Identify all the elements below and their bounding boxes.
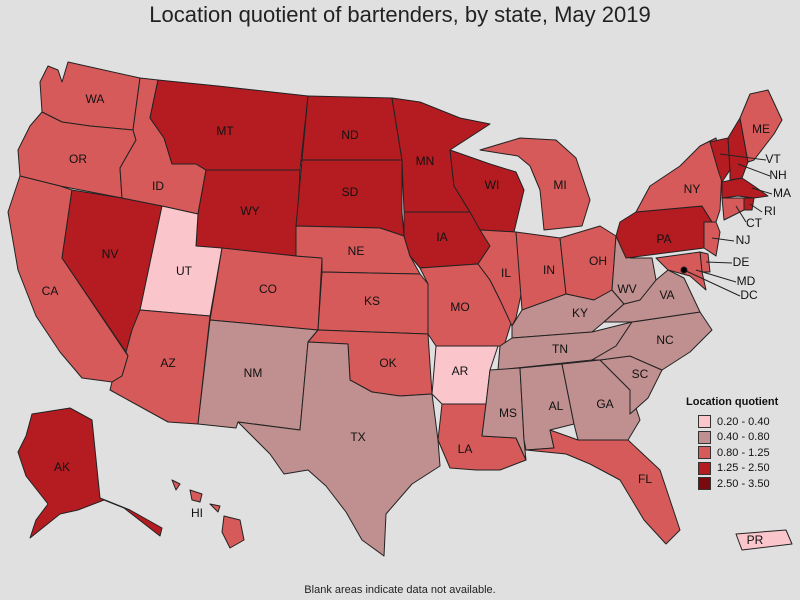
state-mt bbox=[149, 79, 309, 171]
state-label-ri: RI bbox=[764, 204, 776, 218]
map-title: Location quotient of bartenders, by stat… bbox=[149, 2, 651, 27]
footnote: Blank areas indicate data not available. bbox=[304, 584, 496, 596]
state-label-ga: GA bbox=[596, 397, 613, 411]
legend-label: 0.40 - 0.80 bbox=[717, 431, 770, 444]
state-label-de: DE bbox=[733, 255, 750, 269]
state-pr bbox=[735, 529, 793, 551]
legend-label: 2.50 - 3.50 bbox=[717, 477, 770, 490]
leader-line-vt bbox=[719, 153, 767, 161]
state-label-wy: WY bbox=[240, 204, 259, 218]
state-label-vt: VT bbox=[765, 152, 781, 166]
state-mi bbox=[479, 137, 591, 231]
legend-label: 0.80 - 1.25 bbox=[717, 446, 770, 459]
state-label-id: ID bbox=[152, 179, 164, 193]
state-label-mi: MI bbox=[553, 178, 566, 192]
state-fl bbox=[525, 429, 681, 545]
state-hi bbox=[171, 479, 245, 549]
state-label-va: VA bbox=[659, 288, 674, 302]
state-label-ct: CT bbox=[746, 216, 763, 230]
leader-line-dc bbox=[683, 269, 741, 297]
state-label-ca: CA bbox=[42, 284, 59, 298]
legend-entry: 1.25 - 2.50 bbox=[686, 461, 778, 477]
leader-line-de bbox=[705, 261, 733, 264]
state-label-nc: NC bbox=[656, 333, 674, 347]
legend: Location quotient 0.20 - 0.40 0.40 - 0.80… bbox=[686, 396, 778, 492]
state-label-mn: MN bbox=[416, 154, 435, 168]
state-oh bbox=[559, 225, 617, 301]
state-label-ks: KS bbox=[364, 294, 380, 308]
legend-swatch bbox=[698, 477, 711, 491]
state-ma bbox=[721, 177, 769, 199]
state-label-hi: HI bbox=[191, 506, 203, 520]
state-label-nd: ND bbox=[341, 128, 359, 142]
leader-line-nh bbox=[737, 163, 771, 177]
legend-swatch bbox=[698, 446, 711, 460]
state-label-az: AZ bbox=[160, 356, 175, 370]
state-ct bbox=[721, 197, 745, 221]
state-me bbox=[739, 89, 783, 163]
leader-line-md bbox=[695, 269, 737, 283]
state-label-tx: TX bbox=[350, 430, 365, 444]
state-label-sc: SC bbox=[632, 367, 649, 381]
legend-swatch bbox=[698, 430, 711, 444]
leader-line-nj bbox=[711, 237, 735, 242]
legend-label: 1.25 - 2.50 bbox=[717, 462, 770, 475]
state-ri bbox=[743, 197, 755, 211]
state-label-ia: IA bbox=[436, 230, 447, 244]
state-label-ny: NY bbox=[684, 182, 701, 196]
state-label-ky: KY bbox=[572, 306, 588, 320]
state-label-la: LA bbox=[458, 442, 473, 456]
state-label-ak: AK bbox=[54, 460, 70, 474]
state-label-md: MD bbox=[737, 274, 756, 288]
state-label-me: ME bbox=[752, 122, 770, 136]
leader-line-ct bbox=[735, 205, 747, 223]
state-label-ms: MS bbox=[499, 406, 517, 420]
state-label-pa: PA bbox=[656, 232, 671, 246]
state-label-tn: TN bbox=[552, 342, 568, 356]
state-label-in: IN bbox=[543, 263, 555, 277]
state-label-ar: AR bbox=[452, 364, 469, 378]
state-tx bbox=[237, 341, 441, 557]
state-label-mt: MT bbox=[216, 124, 234, 138]
state-label-nv: NV bbox=[102, 247, 119, 261]
state-label-wv: WV bbox=[617, 282, 636, 296]
legend-entry: 0.20 - 0.40 bbox=[686, 414, 778, 430]
state-label-wi: WI bbox=[485, 178, 500, 192]
state-label-il: IL bbox=[501, 266, 511, 280]
state-label-wa: WA bbox=[86, 92, 105, 106]
legend-swatch bbox=[698, 415, 711, 429]
state-label-ok: OK bbox=[379, 356, 396, 370]
state-label-sd: SD bbox=[342, 185, 359, 199]
state-vt bbox=[709, 137, 731, 183]
legend-entry: 2.50 - 3.50 bbox=[686, 476, 778, 492]
state-label-ne: NE bbox=[348, 244, 365, 258]
leader-line-ri bbox=[749, 203, 763, 213]
legend-swatch bbox=[698, 461, 711, 475]
state-label-pr: PR bbox=[747, 533, 764, 547]
state-label-co: CO bbox=[259, 282, 277, 296]
state-ak bbox=[17, 407, 163, 539]
state-nj bbox=[703, 221, 721, 257]
state-label-fl: FL bbox=[638, 472, 652, 486]
legend-entry: 0.40 - 0.80 bbox=[686, 430, 778, 446]
state-label-ut: UT bbox=[176, 264, 193, 278]
legend-title: Location quotient bbox=[686, 396, 779, 408]
state-label-or: OR bbox=[69, 152, 87, 166]
state-label-ma: MA bbox=[773, 186, 791, 200]
state-label-oh: OH bbox=[589, 254, 607, 268]
state-label-nh: NH bbox=[769, 168, 786, 182]
state-label-al: AL bbox=[549, 399, 564, 413]
dc-marker bbox=[680, 266, 688, 274]
state-label-nm: NM bbox=[244, 366, 263, 380]
legend-label: 0.20 - 0.40 bbox=[717, 415, 770, 428]
state-label-nj: NJ bbox=[736, 233, 751, 247]
legend-entry: 0.80 - 1.25 bbox=[686, 445, 778, 461]
state-label-dc: DC bbox=[740, 288, 758, 302]
state-label-mo: MO bbox=[450, 300, 469, 314]
leader-line-ma bbox=[751, 187, 773, 195]
